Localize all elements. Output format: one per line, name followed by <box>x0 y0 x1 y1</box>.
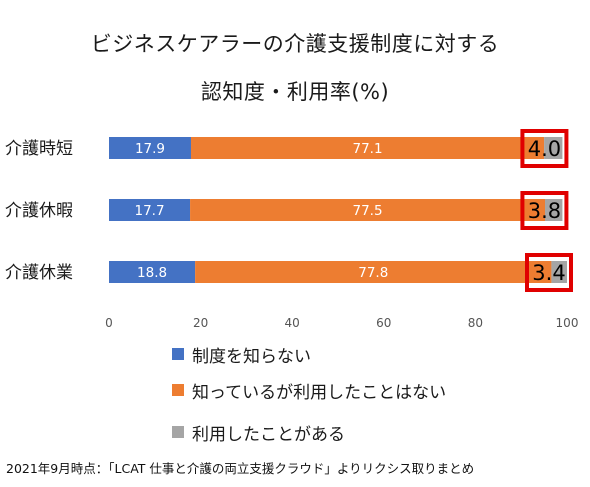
x-tick-label: 80 <box>468 316 483 330</box>
x-tick-label: 0 <box>105 316 113 330</box>
bar-value-label: 77.5 <box>353 203 383 219</box>
bar-value-label: 18.8 <box>137 265 167 281</box>
legend-label-aware-not-used: 知っているが利用したことはない <box>192 382 447 403</box>
legend-swatch-aware-not-used <box>172 384 184 396</box>
legend-swatch-used <box>172 426 184 438</box>
bar-value-label: 17.7 <box>135 203 165 219</box>
bar-segment <box>190 137 545 159</box>
source-footnote: 2021年9月時点：「LCAT 仕事と介護の両立支援クラウド」よりリクシス取りま… <box>6 461 475 476</box>
chart-title-line1: ビジネスケアラーの介護支援制度に対する <box>90 32 500 56</box>
bar-value-label-highlighted: 3.4 <box>532 261 565 285</box>
bar-segment <box>551 261 567 283</box>
x-tick-label: 100 <box>556 316 579 330</box>
bar-segment <box>544 137 563 159</box>
stacked-bar-chart: 介護時短 17.9 77.1 4.0 介護休暇 17.7 77.5 3.8 介護休業 18.8 77… <box>5 129 579 330</box>
bar-value-label: 17.9 <box>135 141 165 157</box>
bar-segment <box>545 199 563 221</box>
bar-value-label: 77.1 <box>353 141 383 157</box>
legend-label-unaware: 制度を知らない <box>192 346 311 367</box>
highlight-box <box>525 253 573 292</box>
x-tick-label: 20 <box>193 316 208 330</box>
x-tick-label: 60 <box>376 316 391 330</box>
legend-label-used: 利用したことがある <box>192 424 345 445</box>
bar-value-label-highlighted: 3.8 <box>528 199 561 223</box>
category-label: 介護休暇 <box>5 201 73 221</box>
category-label: 介護休業 <box>5 263 73 283</box>
chart-title-line2: 認知度・利用率(%) <box>200 80 390 104</box>
bar-segment <box>109 137 191 159</box>
legend-item-unaware: 制度を知らない <box>172 342 311 367</box>
legend-swatch-unaware <box>172 348 184 360</box>
bar-segment <box>109 261 196 283</box>
category-label: 介護時短 <box>5 139 73 159</box>
bar-value-label: 77.8 <box>358 265 388 281</box>
highlight-box <box>520 129 569 168</box>
highlight-box <box>520 191 569 230</box>
legend-item-used: 利用したことがある <box>172 420 345 445</box>
x-tick-label: 40 <box>285 316 300 330</box>
bar-segment <box>109 199 191 221</box>
bar-segment <box>195 261 552 283</box>
bar-segment <box>190 199 546 221</box>
legend-item-aware-not-used: 知っているが利用したことはない <box>172 378 447 403</box>
bar-value-label-highlighted: 4.0 <box>528 137 561 161</box>
